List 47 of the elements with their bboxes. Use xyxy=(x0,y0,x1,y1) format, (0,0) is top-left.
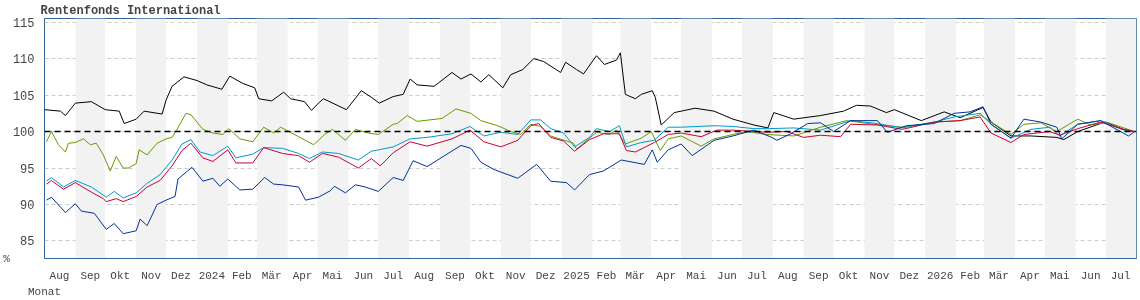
x-tick-label: Jul xyxy=(383,269,404,282)
x-tick-label: Sep xyxy=(445,269,465,282)
y-tick-label: 85 xyxy=(20,235,35,250)
x-tick-label: Jun xyxy=(353,269,374,282)
x-tick-label: Aug xyxy=(414,269,435,282)
x-tick-label: Nov xyxy=(141,269,162,282)
x-tick-label: Mai xyxy=(686,269,707,282)
y-tick-label: 90 xyxy=(20,199,35,214)
x-tick-label: Okt xyxy=(838,269,859,282)
x-tick-label: Dez xyxy=(899,269,920,282)
x-tick-label: Nov xyxy=(869,269,890,282)
x-tick-label: Nov xyxy=(505,269,527,282)
x-tick-label: Aug xyxy=(49,269,70,282)
x-tick-label: Jun xyxy=(717,269,737,282)
x-tick-label: Jul xyxy=(1110,269,1131,282)
x-tick-label: Sep xyxy=(80,269,101,282)
x-tick-label: Feb xyxy=(960,269,981,282)
chart-title: Rentenfonds International xyxy=(40,4,221,18)
x-tick-label: 2024 xyxy=(198,269,226,282)
x-tick-label: Mai xyxy=(1049,269,1071,282)
x-tick-label: 2025 xyxy=(563,269,590,282)
y-tick-label: 100 xyxy=(12,126,35,141)
x-tick-label: Aug xyxy=(777,269,798,282)
x-tick-label: Apr xyxy=(1019,269,1040,282)
x-tick-label: Dez xyxy=(535,269,556,282)
x-tick-label: Jul xyxy=(746,269,767,282)
x-tick-label: Feb xyxy=(231,269,252,282)
x-tick-label: Dez xyxy=(171,269,191,282)
line-series xyxy=(45,106,1136,235)
x-tick-label: Okt xyxy=(474,269,495,282)
y-axis-title: % xyxy=(3,252,11,265)
y-tick-label: 95 xyxy=(20,162,35,177)
x-tick-label: 2026 xyxy=(927,269,954,282)
x-tick-label: Mär xyxy=(261,269,282,282)
x-tick-label: Apr xyxy=(292,269,313,282)
y-tick-label: 110 xyxy=(12,53,35,68)
y-tick-label: 105 xyxy=(12,89,35,104)
y-tick-label: 115 xyxy=(12,16,35,31)
x-tick-label: Mär xyxy=(625,269,646,282)
x-tick-label: Feb xyxy=(596,269,617,282)
x-tick-label: Jun xyxy=(1080,269,1101,282)
x-tick-label: Mär xyxy=(989,269,1009,282)
x-tick-label: Mai xyxy=(322,269,343,282)
x-tick-label: Apr xyxy=(656,269,677,282)
x-tick-label: Sep xyxy=(808,269,829,282)
x-tick-label: Okt xyxy=(110,269,131,282)
x-axis-title: Monat xyxy=(28,285,62,298)
